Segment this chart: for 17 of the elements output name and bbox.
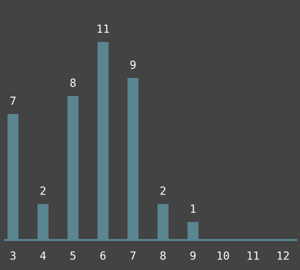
data-label: 2 — [40, 186, 46, 195]
x-tick-label: 4 — [40, 252, 46, 260]
x-tick-label: 10 — [218, 251, 229, 260]
data-label: 11 — [98, 24, 109, 33]
x-tick-label: 8 — [160, 251, 166, 260]
x-tick-label: 7 — [130, 252, 136, 260]
x-tick-label: 3 — [10, 251, 16, 260]
x-tick-label: 12 — [278, 251, 289, 260]
data-label: 2 — [160, 186, 166, 195]
data-label: 7 — [10, 96, 16, 105]
data-label: 9 — [130, 60, 136, 69]
x-tick-label: 5 — [70, 252, 76, 260]
data-label: 8 — [70, 78, 76, 87]
data-label: 1 — [190, 204, 196, 213]
x-tick-label: 9 — [190, 251, 196, 260]
x-tick-label: 11 — [248, 252, 259, 260]
x-tick-label: 6 — [100, 251, 106, 260]
